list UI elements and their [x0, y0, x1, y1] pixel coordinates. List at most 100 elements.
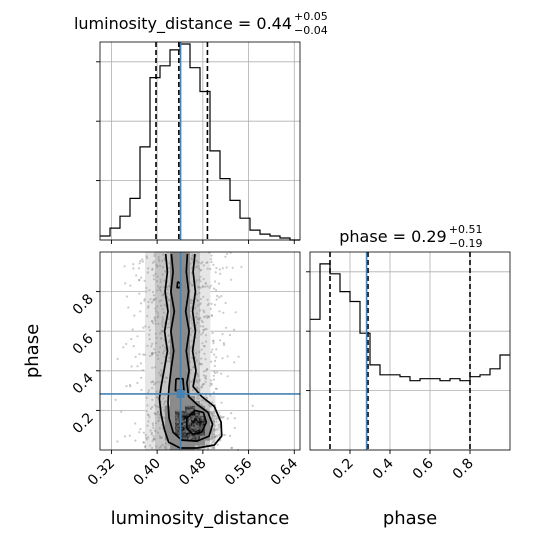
scatter-point	[174, 276, 177, 280]
scatter-point	[160, 362, 163, 365]
scatter-point	[161, 273, 164, 276]
scatter-point	[193, 423, 196, 426]
density-cell	[175, 425, 181, 431]
scatter-point	[206, 316, 209, 319]
scatter-point	[152, 274, 155, 277]
density-cell	[175, 256, 181, 263]
scatter-point	[187, 410, 190, 413]
scatter-point	[183, 365, 186, 368]
scatter-point	[197, 286, 200, 289]
density-cell	[155, 306, 161, 312]
scatter-point	[159, 346, 162, 349]
scatter-point	[171, 413, 174, 416]
scatter-point	[213, 364, 216, 368]
scatter-point	[194, 259, 197, 262]
scatter-point	[160, 304, 163, 307]
scatter-point	[129, 385, 132, 388]
density-cell	[180, 355, 186, 362]
scatter-point	[182, 420, 186, 423]
density-cell	[195, 321, 201, 327]
scatter-point	[150, 353, 153, 356]
scatter-point	[181, 358, 184, 361]
density-cell	[180, 286, 186, 292]
scatter-point	[153, 253, 156, 256]
scatter-point	[159, 374, 162, 377]
density-cell	[160, 331, 166, 337]
density-cell	[200, 331, 206, 337]
scatter-point	[222, 415, 225, 419]
scatter-point	[205, 428, 208, 431]
density-cell	[145, 435, 151, 441]
scatter-point	[167, 334, 170, 337]
scatter-point	[190, 327, 193, 330]
scatter-point	[142, 326, 145, 329]
scatter-point	[150, 352, 153, 355]
scatter-point	[174, 349, 177, 352]
scatter-point	[199, 403, 203, 406]
density-cell	[165, 252, 171, 258]
scatter-point	[165, 406, 168, 409]
title-luminosity_distance-plus: +0.05	[294, 10, 328, 23]
scatter-point	[233, 426, 236, 429]
scatter-point	[212, 446, 215, 450]
scatter-point	[182, 338, 185, 341]
scatter-point	[176, 369, 179, 372]
density-cell	[200, 440, 206, 446]
scatter-point	[176, 340, 179, 343]
scatter-point	[198, 427, 201, 430]
scatter-point	[184, 399, 187, 402]
scatter-point	[211, 412, 214, 415]
scatter-point	[140, 376, 143, 379]
density-cell	[195, 301, 201, 307]
scatter-point	[204, 429, 207, 432]
density-cell	[150, 256, 156, 263]
scatter-point	[189, 347, 192, 350]
density-cell	[175, 395, 181, 401]
density-cell	[160, 291, 166, 297]
scatter-point	[183, 332, 186, 335]
scatter-point	[204, 340, 208, 343]
density-cell	[210, 445, 216, 451]
scatter-point	[153, 412, 156, 415]
scatter-point	[169, 309, 173, 313]
scatter-point	[204, 433, 207, 436]
density-cell	[160, 276, 166, 283]
scatter-point	[156, 305, 159, 308]
scatter-point	[202, 329, 205, 332]
scatter-point	[173, 326, 176, 329]
scatter-point	[204, 380, 207, 383]
scatter-point	[196, 373, 199, 376]
density-cell	[175, 311, 181, 317]
scatter-point	[199, 275, 202, 278]
scatter-point	[177, 442, 180, 446]
density-cell	[185, 311, 191, 317]
scatter-point	[189, 333, 192, 336]
scatter-point	[206, 267, 209, 270]
scatter-point	[209, 384, 212, 387]
scatter-point	[184, 370, 187, 373]
scatter-point	[195, 425, 198, 428]
scatter-point	[221, 267, 224, 270]
density-cell	[205, 311, 211, 317]
scatter-point	[177, 370, 180, 373]
density-cell	[215, 435, 221, 441]
scatter-point	[228, 434, 232, 437]
scatter-point	[146, 438, 149, 441]
scatter-point	[184, 343, 187, 346]
scatter-point	[191, 254, 195, 257]
scatter-point	[145, 286, 148, 289]
density-cell	[150, 445, 156, 451]
scatter-point	[214, 359, 217, 362]
scatter-point	[233, 361, 236, 364]
scatter-point	[211, 348, 214, 351]
scatter-point	[151, 342, 154, 345]
scatter-point	[174, 313, 177, 316]
scatter-point	[197, 285, 200, 288]
scatter-point	[202, 345, 205, 348]
density-cell	[180, 276, 186, 283]
scatter-point	[199, 325, 202, 328]
scatter-point	[160, 337, 163, 340]
scatter-point	[194, 426, 197, 429]
scatter-point	[190, 330, 194, 333]
scatter-point	[196, 304, 199, 307]
